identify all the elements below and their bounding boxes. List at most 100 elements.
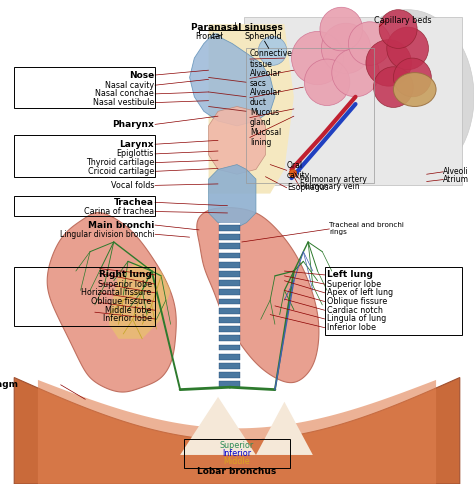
Circle shape xyxy=(289,169,297,177)
Polygon shape xyxy=(38,380,436,484)
Text: Alveoli: Alveoli xyxy=(443,167,469,176)
Polygon shape xyxy=(109,261,171,339)
Text: Nasal vestibule: Nasal vestibule xyxy=(93,98,154,107)
Bar xyxy=(219,243,240,249)
Text: Alveolar
sacs: Alveolar sacs xyxy=(250,69,281,88)
Text: Mucous
gland: Mucous gland xyxy=(250,108,279,127)
Text: Mucosal
lining: Mucosal lining xyxy=(250,128,281,147)
Text: Superior lobe: Superior lobe xyxy=(327,280,381,288)
Text: Larynx: Larynx xyxy=(119,140,154,149)
Bar xyxy=(219,253,240,258)
Polygon shape xyxy=(209,165,256,227)
Text: Diaphragm: Diaphragm xyxy=(0,380,18,389)
Text: Capillary beds: Capillary beds xyxy=(374,16,432,25)
Bar xyxy=(219,326,240,332)
Circle shape xyxy=(348,22,391,65)
Circle shape xyxy=(292,31,344,85)
Text: Cricoid cartilage: Cricoid cartilage xyxy=(88,167,154,176)
Text: Main bronchi: Main bronchi xyxy=(88,221,154,229)
Polygon shape xyxy=(180,397,256,455)
Circle shape xyxy=(321,23,371,74)
Text: Nose: Nose xyxy=(129,71,154,79)
Circle shape xyxy=(379,10,417,48)
Text: Oral
cavity: Oral cavity xyxy=(287,161,310,180)
Text: Apex of left lung: Apex of left lung xyxy=(327,288,393,297)
Text: Nasal cavity: Nasal cavity xyxy=(105,81,154,90)
Bar xyxy=(184,439,290,468)
Text: Oblique fissure: Oblique fissure xyxy=(327,297,387,306)
Bar xyxy=(219,289,240,295)
Circle shape xyxy=(320,7,363,51)
Circle shape xyxy=(304,59,350,106)
Text: Carina of trachea: Carina of trachea xyxy=(84,207,154,216)
Text: Sphenoid: Sphenoid xyxy=(244,32,282,41)
Bar xyxy=(244,17,462,185)
Text: Vocal folds: Vocal folds xyxy=(110,181,154,190)
Text: Superior: Superior xyxy=(220,441,254,450)
Text: Lingular division bronchi: Lingular division bronchi xyxy=(60,230,154,239)
Polygon shape xyxy=(190,34,275,126)
Bar xyxy=(219,363,240,369)
Ellipse shape xyxy=(341,10,474,184)
Bar xyxy=(325,267,462,335)
Text: Esophagus: Esophagus xyxy=(287,183,328,192)
Text: Thyroid cartilage: Thyroid cartilage xyxy=(86,158,154,167)
Polygon shape xyxy=(47,212,176,392)
Circle shape xyxy=(374,67,413,107)
Text: Nasal conchae: Nasal conchae xyxy=(95,90,154,98)
Text: Cardiac notch: Cardiac notch xyxy=(327,306,383,315)
Text: Atrium: Atrium xyxy=(443,175,469,184)
Bar xyxy=(219,280,240,286)
Polygon shape xyxy=(209,24,294,194)
Circle shape xyxy=(366,40,411,86)
Text: Superior lobe: Superior lobe xyxy=(98,280,152,288)
Text: Inferior: Inferior xyxy=(222,449,252,458)
Bar xyxy=(14,135,155,177)
Bar xyxy=(219,225,240,231)
Text: Epiglottis: Epiglottis xyxy=(117,150,154,158)
Text: Lobar bronchus: Lobar bronchus xyxy=(197,468,277,476)
Text: Oblique fissure: Oblique fissure xyxy=(91,297,152,306)
Bar xyxy=(219,345,240,350)
Bar xyxy=(219,381,240,387)
Bar xyxy=(219,223,240,387)
Ellipse shape xyxy=(393,73,436,106)
Polygon shape xyxy=(14,378,460,484)
Text: Inferior lobe: Inferior lobe xyxy=(103,315,152,323)
Bar xyxy=(219,317,240,323)
Ellipse shape xyxy=(258,36,287,65)
Text: Alveolar
duct: Alveolar duct xyxy=(250,88,281,107)
Text: Right lung: Right lung xyxy=(99,271,152,279)
Bar xyxy=(219,372,240,378)
Text: Connective
tissue: Connective tissue xyxy=(250,49,292,69)
Text: Lingula of lung: Lingula of lung xyxy=(327,315,386,323)
Polygon shape xyxy=(197,208,319,383)
Text: Tracheal and bronchi
rings: Tracheal and bronchi rings xyxy=(329,223,404,235)
Text: Frontal: Frontal xyxy=(195,32,222,41)
Circle shape xyxy=(393,58,431,97)
Polygon shape xyxy=(209,106,265,174)
Bar xyxy=(219,354,240,360)
Text: Pulmonary vein: Pulmonary vein xyxy=(300,182,359,191)
Bar xyxy=(14,196,155,216)
Text: Inferior lobe: Inferior lobe xyxy=(327,323,376,332)
Bar xyxy=(219,335,240,341)
Text: Paranasal sinuses: Paranasal sinuses xyxy=(191,23,283,31)
Text: Pulmonary artery: Pulmonary artery xyxy=(300,175,366,183)
Text: Left lung: Left lung xyxy=(327,271,373,279)
Polygon shape xyxy=(256,402,313,455)
Bar xyxy=(14,267,155,326)
Text: Middle lobe: Middle lobe xyxy=(105,306,152,315)
Bar xyxy=(219,271,240,277)
Text: Pharynx: Pharynx xyxy=(112,120,154,129)
Circle shape xyxy=(332,48,379,97)
Text: Middle: Middle xyxy=(224,457,250,466)
Bar xyxy=(219,308,240,314)
Bar xyxy=(219,262,240,268)
Bar xyxy=(246,48,374,183)
Text: Horizontal fissure: Horizontal fissure xyxy=(82,288,152,297)
Circle shape xyxy=(387,27,428,70)
Bar xyxy=(14,67,155,108)
Bar xyxy=(219,234,240,240)
Bar xyxy=(219,299,240,304)
